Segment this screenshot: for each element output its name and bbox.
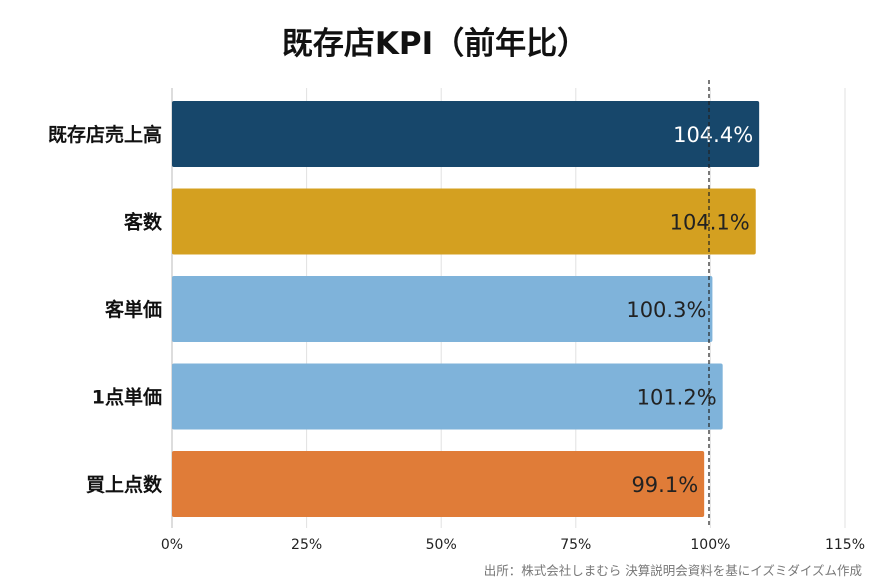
category-label: 1点単価 — [92, 386, 162, 409]
x-tick-label: 0% — [161, 537, 183, 553]
x-tick-label: 50% — [426, 537, 457, 553]
bar — [172, 276, 713, 342]
category-label: 既存店売上高 — [48, 123, 162, 146]
x-tick-label: 100% — [690, 537, 730, 553]
data-label: 104.4% — [673, 123, 753, 147]
bar — [172, 451, 705, 517]
data-label: 100.3% — [626, 298, 706, 322]
x-tick-label: 115% — [825, 537, 865, 553]
bar — [172, 363, 723, 430]
x-tick-label: 75% — [560, 537, 591, 553]
bar — [172, 101, 760, 167]
category-label: 客単価 — [105, 298, 162, 321]
category-label: 買上点数 — [86, 473, 163, 496]
data-label: 99.1% — [631, 473, 698, 497]
source-note: 出所：株式会社しまむら 決算説明会資料を基にイズミダイズム作成 — [483, 563, 862, 578]
bar — [172, 188, 756, 255]
x-tick-label: 25% — [291, 537, 322, 553]
category-label: 客数 — [124, 211, 163, 234]
chart-title: 既存店KPI（前年比） — [281, 26, 589, 62]
data-label: 101.2% — [637, 386, 717, 410]
data-label: 104.1% — [670, 211, 750, 235]
